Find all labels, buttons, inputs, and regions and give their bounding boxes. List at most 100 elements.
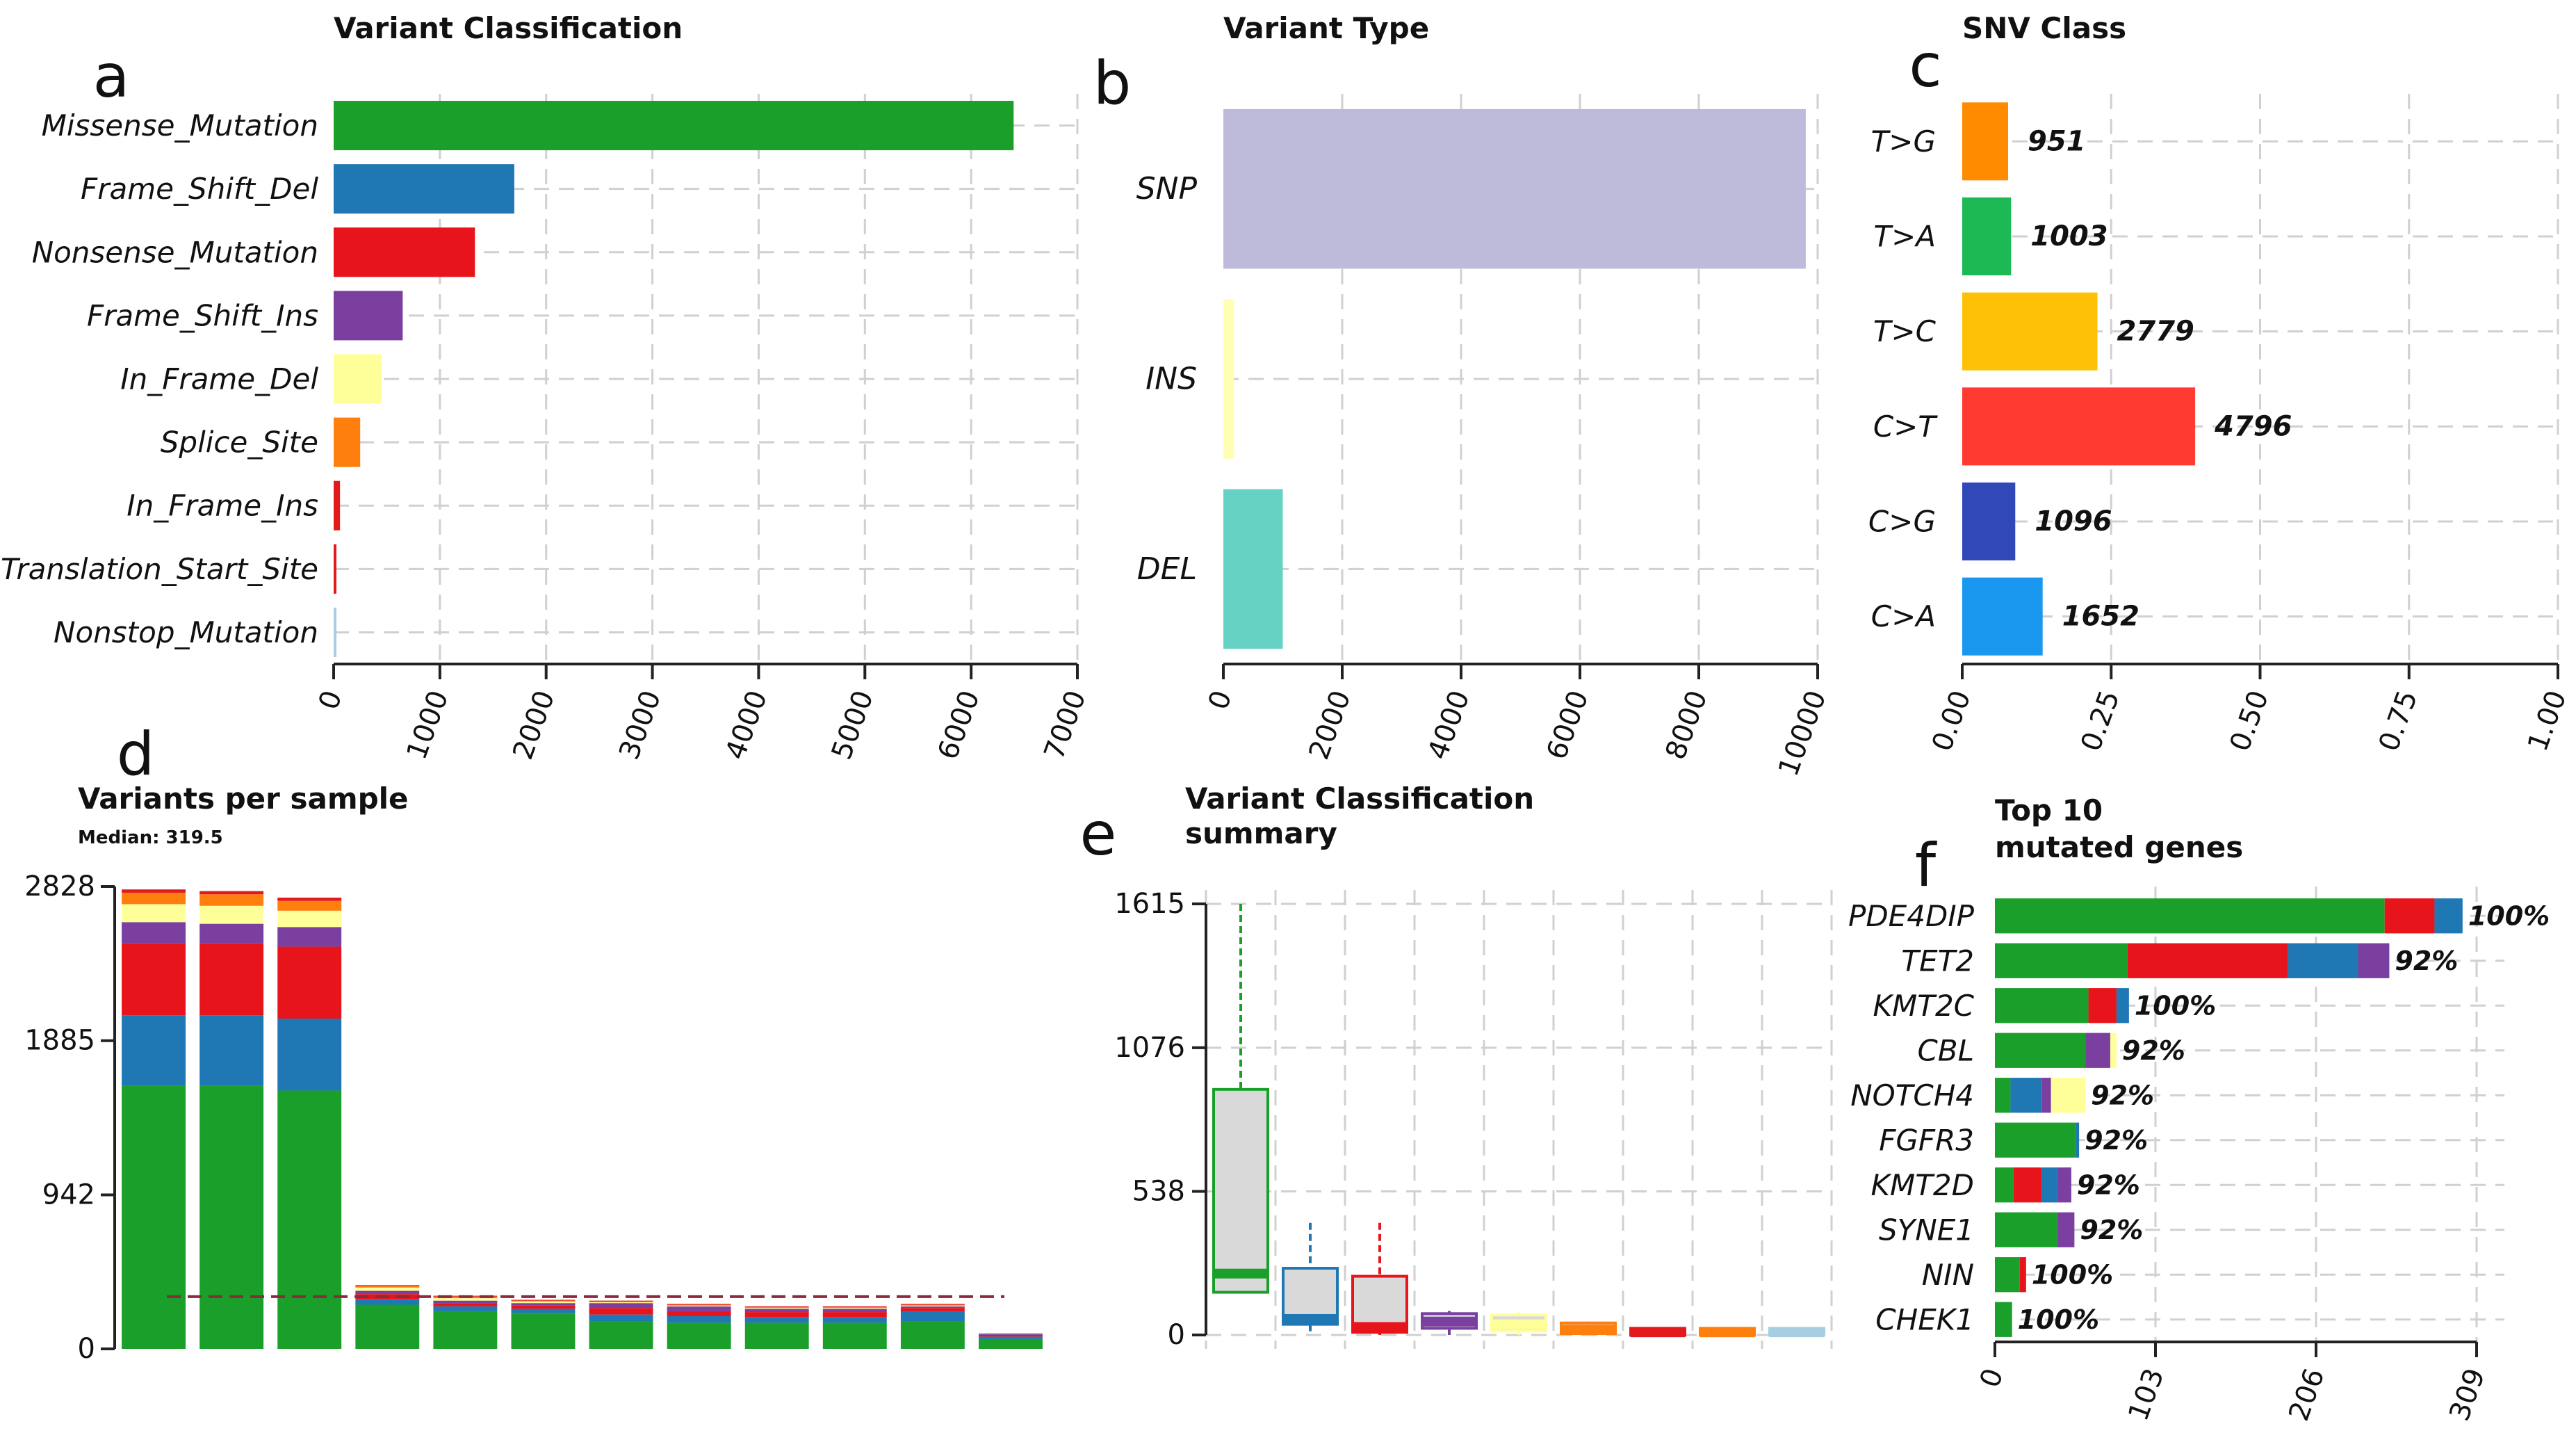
stacked-segment-Missense_Mutation bbox=[512, 1313, 576, 1349]
gene-percent-label: 92% bbox=[2080, 1215, 2143, 1245]
gene-percent-label: 100% bbox=[2032, 1259, 2113, 1290]
stacked-segment-In_Frame_Ins bbox=[355, 1285, 419, 1286]
gene-segment bbox=[1995, 1078, 2010, 1112]
gene-label-NIN: NIN bbox=[1922, 1258, 1974, 1292]
stacked-segment-Frame_Shift_Del bbox=[277, 1019, 341, 1090]
bar-In_Frame_Ins bbox=[334, 481, 340, 531]
stacked-segment-In_Frame_Del bbox=[745, 1308, 809, 1309]
category-label: C>T bbox=[1873, 410, 1939, 444]
category-label: T>A bbox=[1873, 220, 1936, 254]
gene-segment bbox=[1995, 1302, 2012, 1337]
stacked-segment-In_Frame_Ins bbox=[745, 1306, 809, 1307]
gene-label-KMT2C: KMT2C bbox=[1873, 989, 1975, 1023]
stacked-segment-Frame_Shift_Del bbox=[512, 1309, 576, 1313]
stacked-segment-Nonsense_Mutation bbox=[199, 944, 263, 1015]
stacked-segment-Frame_Shift_Ins bbox=[199, 924, 263, 944]
stacked-segment-In_Frame_Ins bbox=[277, 898, 341, 901]
stacked-segment-Nonsense_Mutation bbox=[901, 1308, 965, 1311]
stacked-segment-Missense_Mutation bbox=[355, 1305, 419, 1349]
bar-INS bbox=[1223, 299, 1234, 459]
x-tick-label: 2000 bbox=[1303, 686, 1358, 763]
stacked-segment-Frame_Shift_Ins bbox=[667, 1306, 731, 1311]
median-mark-Translation_Start_Site bbox=[1700, 1327, 1754, 1337]
stacked-segment-Frame_Shift_Del bbox=[589, 1315, 653, 1321]
bar-Frame_Shift_Ins bbox=[334, 291, 402, 340]
x-tick-label: 0.00 bbox=[1926, 686, 1978, 755]
panel-letter-b: b bbox=[1093, 49, 1132, 118]
panel-a-chart: Variant ClassificationMissense_MutationF… bbox=[1, 11, 1093, 764]
bar-Nonsense_Mutation bbox=[334, 227, 475, 277]
stacked-segment-Splice_Site bbox=[122, 893, 186, 904]
stacked-segment-Nonsense_Mutation bbox=[277, 947, 341, 1019]
y-tick-label: 1885 bbox=[24, 1025, 95, 1057]
y-tick-label: 942 bbox=[42, 1179, 95, 1211]
panel-f-title: Top 10 bbox=[1995, 793, 2103, 827]
box-Missense_Mutation bbox=[1214, 1090, 1268, 1293]
data-label: 951 bbox=[2028, 125, 2086, 157]
median-mark-Nonstop_Mutation bbox=[1770, 1327, 1824, 1337]
stacked-segment-Frame_Shift_Ins bbox=[512, 1303, 576, 1306]
stacked-segment-Splice_Site bbox=[199, 894, 263, 905]
stacked-segment-Nonsense_Mutation bbox=[433, 1303, 497, 1306]
stacked-segment-Nonsense_Mutation bbox=[122, 944, 186, 1015]
panel-letter-f: f bbox=[1915, 831, 1937, 900]
gene-percent-label: 92% bbox=[2395, 946, 2458, 976]
stacked-segment-Frame_Shift_Ins bbox=[355, 1291, 419, 1295]
panel-letter-a: a bbox=[93, 42, 130, 111]
gene-percent-label: 100% bbox=[2468, 900, 2550, 931]
median-mark-Frame_Shift_Del bbox=[1283, 1314, 1337, 1324]
stacked-segment-Frame_Shift_Del bbox=[667, 1316, 731, 1322]
x-tick-label: 5000 bbox=[826, 686, 880, 763]
stacked-segment-Nonsense_Mutation bbox=[979, 1335, 1043, 1336]
stacked-segment-Frame_Shift_Del bbox=[355, 1299, 419, 1304]
stacked-segment-Frame_Shift_Ins bbox=[589, 1303, 653, 1308]
gene-segment bbox=[2434, 898, 2462, 933]
bar-T>A bbox=[1962, 197, 2011, 275]
y-tick-label: 0 bbox=[1168, 1319, 1185, 1351]
y-tick-label: 538 bbox=[1132, 1175, 1185, 1207]
stacked-segment-Missense_Mutation bbox=[745, 1322, 809, 1349]
stacked-segment-Frame_Shift_Ins bbox=[277, 927, 341, 946]
gene-segment bbox=[2117, 988, 2129, 1023]
x-tick-label: 1000 bbox=[400, 686, 455, 763]
x-tick-label: 0.75 bbox=[2373, 686, 2424, 755]
x-tick-label: 0 bbox=[313, 686, 349, 714]
stacked-segment-Frame_Shift_Del bbox=[199, 1015, 263, 1085]
gene-label-CBL: CBL bbox=[1917, 1033, 1974, 1067]
gene-segment bbox=[2128, 944, 2288, 978]
panel-e-title-line2: summary bbox=[1185, 816, 1337, 850]
median-mark-Frame_Shift_Ins bbox=[1422, 1317, 1476, 1327]
category-label: C>G bbox=[1868, 505, 1936, 539]
x-tick-label: 0.50 bbox=[2224, 686, 2275, 755]
x-tick-label: 6000 bbox=[932, 686, 986, 763]
category-label: Frame_Shift_Del bbox=[81, 172, 318, 206]
bar-In_Frame_Del bbox=[334, 354, 382, 403]
gene-segment bbox=[2110, 1033, 2117, 1068]
stacked-segment-Frame_Shift_Ins bbox=[745, 1309, 809, 1312]
panel-e-title: Variant Classification bbox=[1185, 782, 1534, 816]
category-label: T>C bbox=[1873, 314, 1937, 348]
gene-percent-label: 92% bbox=[2122, 1035, 2185, 1066]
y-tick-label: 2828 bbox=[24, 871, 95, 902]
gene-segment bbox=[2288, 944, 2358, 978]
panel-e-chart: Variant Classificationsummary05381076161… bbox=[1114, 782, 1832, 1351]
bar-C>A bbox=[1962, 578, 2043, 656]
gene-segment bbox=[2358, 944, 2390, 978]
stacked-segment-In_Frame_Del bbox=[355, 1288, 419, 1291]
stacked-segment-Nonsense_Mutation bbox=[823, 1312, 887, 1317]
gene-percent-label: 100% bbox=[2018, 1304, 2099, 1335]
gene-segment bbox=[2010, 1078, 2041, 1112]
stacked-segment-Missense_Mutation bbox=[199, 1085, 263, 1349]
category-label: T>G bbox=[1871, 124, 1936, 159]
x-tick-label: 10000 bbox=[1772, 686, 1833, 780]
bar-Missense_Mutation bbox=[334, 101, 1013, 150]
data-label: 4796 bbox=[2214, 410, 2292, 442]
stacked-segment-Frame_Shift_Ins bbox=[901, 1306, 965, 1308]
gene-percent-label: 100% bbox=[2135, 990, 2216, 1021]
x-tick-label: 4000 bbox=[719, 686, 774, 763]
